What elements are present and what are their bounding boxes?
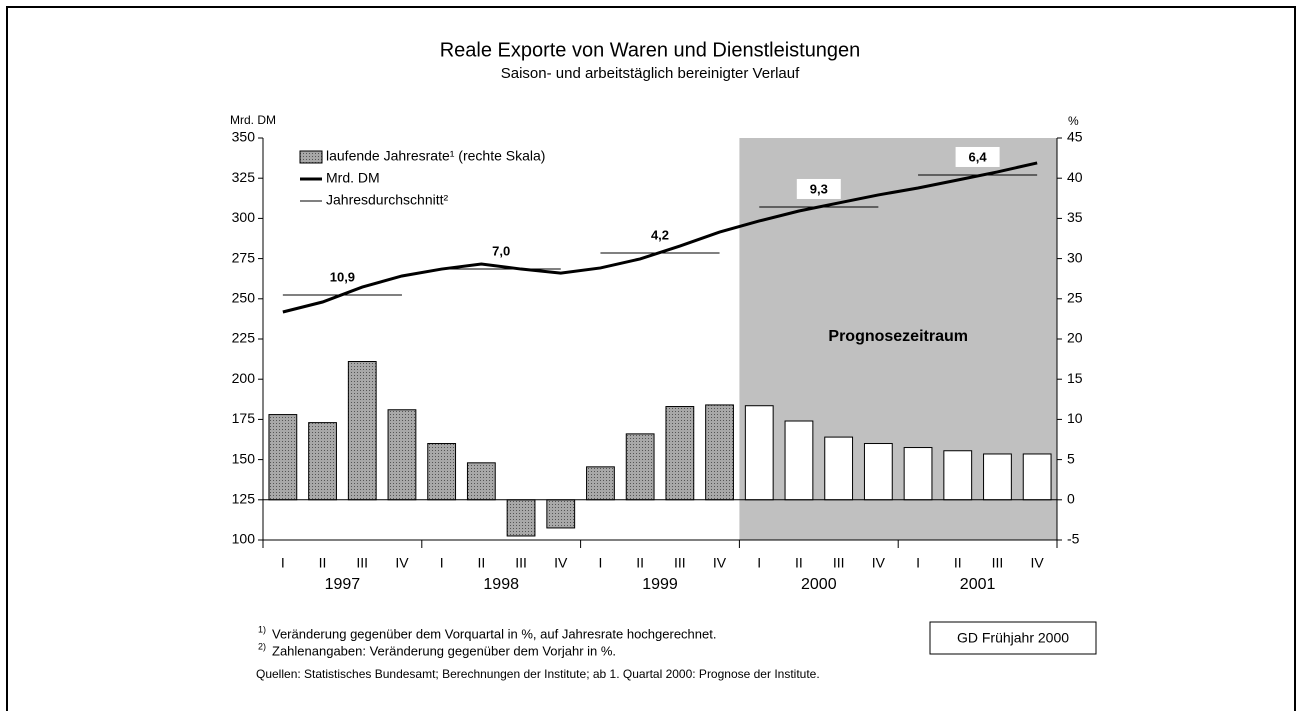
x-tick-label: IV [713, 555, 727, 571]
growth-label-box [955, 146, 1000, 167]
x-tick-label: II [636, 555, 644, 571]
bar [863, 443, 893, 501]
bar [943, 450, 973, 501]
line [282, 161, 1038, 314]
x-tick-label: III [515, 555, 527, 571]
y-tick-label: 125 [232, 491, 256, 507]
y2-tick-label: 45 [1067, 129, 1083, 145]
bar [1022, 453, 1052, 501]
bar [903, 447, 933, 501]
bar [427, 443, 457, 501]
bar [824, 436, 854, 501]
footnote-marker: 2) [258, 641, 266, 651]
bar [308, 422, 337, 501]
y2-tick-label: 35 [1067, 209, 1083, 225]
bar [586, 466, 615, 501]
y2-tick-label: 20 [1067, 330, 1083, 346]
source: Quellen: Statistisches Bundesamt; Berech… [256, 667, 820, 681]
growth-label: 6,4 [969, 149, 988, 164]
y-tick-label: 100 [232, 531, 256, 547]
x-tick-label: I [599, 555, 603, 571]
group-label: 2000 [801, 576, 837, 593]
bar [744, 405, 774, 501]
bar [625, 433, 655, 501]
x-tick-label: IV [395, 555, 409, 571]
y-tick-label: 325 [232, 169, 256, 185]
bar [506, 499, 536, 537]
x-tick-label: IV [554, 555, 568, 571]
x-tick-label: II [319, 555, 327, 571]
legend-swatch [299, 150, 323, 164]
x-tick-label: I [757, 555, 761, 571]
bar [784, 420, 814, 501]
stamp-box [929, 621, 1097, 655]
growth-label: 10,9 [330, 269, 355, 284]
group-label: 1999 [642, 576, 678, 593]
x-tick-label: I [916, 555, 920, 571]
group-label: 1998 [483, 576, 519, 593]
growth-label-box [796, 178, 841, 199]
x-tick-label: II [954, 555, 962, 571]
legend-label: laufende Jahresrate¹ (rechte Skala) [326, 148, 545, 164]
x-tick-label: IV [1031, 555, 1045, 571]
y-tick-label: 300 [232, 209, 256, 225]
x-tick-label: I [281, 555, 285, 571]
bar [387, 409, 417, 501]
forecast-label: Prognosezeitraum [828, 328, 968, 345]
legend-label: Jahresdurchschnitt² [326, 192, 449, 208]
y-tick-label: 350 [232, 129, 256, 145]
y-tick-label: 200 [232, 370, 256, 386]
group-label: 1997 [325, 576, 361, 593]
y-tick-label: 150 [232, 450, 256, 466]
y-axis-label: Mrd. DM [230, 113, 276, 127]
growth-label: 4,2 [651, 227, 669, 242]
y-tick-label: 275 [232, 249, 256, 265]
y-tick-label: 250 [232, 290, 256, 306]
bar [546, 499, 576, 529]
x-tick-label: III [992, 555, 1004, 571]
y2-tick-label: 15 [1067, 370, 1083, 386]
y2-axis-label: % [1068, 114, 1079, 128]
growth-label: 9,3 [810, 181, 828, 196]
growth-label-box [638, 224, 682, 245]
y-tick-label: 175 [232, 410, 256, 426]
y2-tick-label: 25 [1067, 290, 1083, 306]
legend-label: Mrd. DM [326, 170, 380, 186]
x-tick-label: III [356, 555, 368, 571]
x-tick-label: IV [872, 555, 886, 571]
bar [705, 404, 734, 501]
y2-tick-label: 30 [1067, 249, 1083, 265]
bar [466, 462, 496, 501]
x-tick-label: II [795, 555, 803, 571]
footnote: Veränderung gegenüber dem Vorquartal in … [272, 626, 716, 641]
y2-tick-label: -5 [1067, 531, 1080, 547]
x-tick-label: I [440, 555, 444, 571]
growth-label-box [320, 266, 365, 287]
y2-tick-label: 5 [1067, 450, 1075, 466]
y2-tick-label: 40 [1067, 169, 1083, 185]
y-tick-label: 225 [232, 330, 256, 346]
x-tick-label: III [674, 555, 686, 571]
footnote: Zahlenangaben: Veränderung gegenüber dem… [272, 643, 616, 658]
y2-tick-label: 10 [1067, 410, 1083, 426]
stamp: GD Frühjahr 2000 [957, 630, 1069, 646]
y2-tick-label: 0 [1067, 491, 1075, 507]
footnote-marker: 1) [258, 624, 266, 634]
chart-title: Reale Exporte von Waren und Dienstleistu… [440, 39, 861, 61]
bar [347, 361, 377, 501]
bar [665, 406, 695, 501]
growth-label: 7,0 [492, 243, 510, 258]
x-tick-label: II [477, 555, 485, 571]
x-tick-label: III [833, 555, 845, 571]
growth-label-box [479, 241, 524, 262]
group-label: 2001 [960, 576, 996, 593]
bar [268, 414, 298, 501]
chart-subtitle: Saison- und arbeitstäglich bereinigter V… [501, 65, 800, 82]
frame [6, 6, 1296, 711]
bar [983, 453, 1012, 501]
